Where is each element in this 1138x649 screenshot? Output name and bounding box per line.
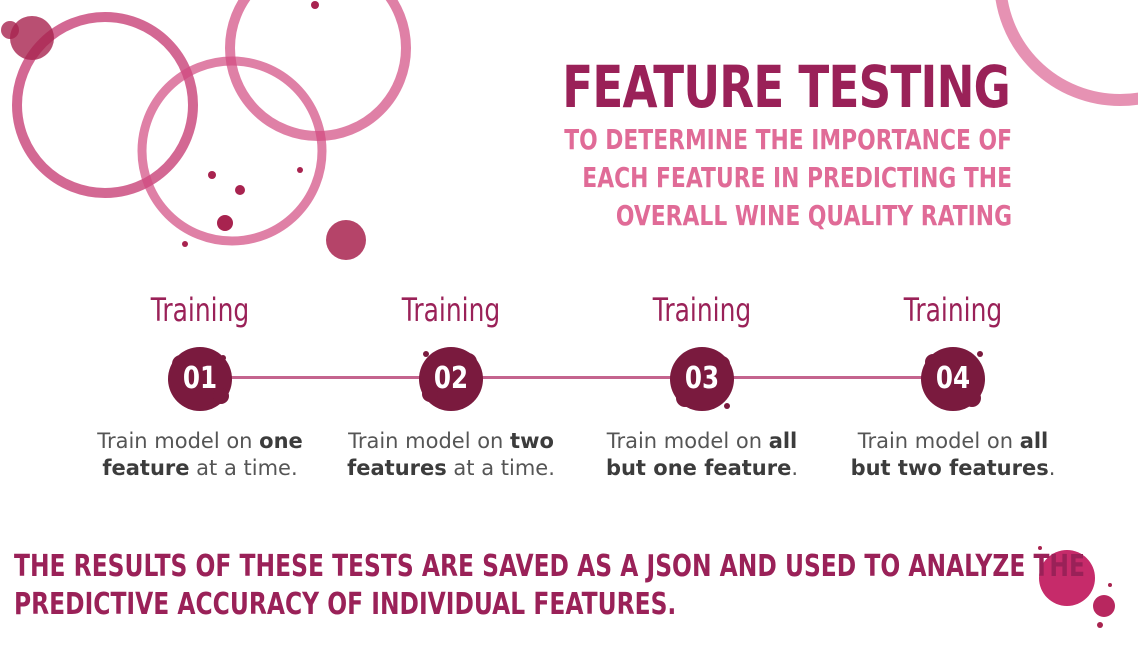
step-description: Train model on all but one feature.	[605, 429, 799, 480]
wine-drop	[182, 241, 188, 247]
step-3: Training 03 Train model on all but one f…	[582, 290, 822, 482]
timeline-line	[200, 376, 954, 379]
wine-ring	[995, 0, 1138, 106]
wine-drop	[311, 1, 319, 9]
step-number: 04	[935, 361, 971, 396]
footer-line: THE RESULTS OF THESE TESTS ARE SAVED AS …	[14, 549, 1086, 584]
wine-drop	[1038, 546, 1042, 550]
wine-drop	[217, 215, 233, 231]
step-label: Training	[401, 291, 501, 329]
wine-drop	[1097, 622, 1103, 628]
subtitle-line: TO DETERMINE THE IMPORTANCE OF	[564, 123, 1012, 156]
step-number: 02	[433, 361, 469, 396]
wine-drop	[297, 167, 303, 173]
step-label: Training	[150, 291, 250, 329]
wine-drop	[326, 220, 366, 260]
footer-line: PREDICTIVE ACCURACY OF INDIVIDUAL FEATUR…	[14, 587, 677, 622]
step-number-badge: 04	[918, 344, 988, 414]
step-label: Training	[652, 291, 752, 329]
wine-drop	[1039, 550, 1095, 606]
wine-ring	[137, 56, 327, 246]
step-description: Train model on all but two features.	[850, 429, 1056, 480]
subtitle-line: EACH FEATURE IN PREDICTING THE	[582, 161, 1012, 194]
subtitle-line: OVERALL WINE QUALITY RATING	[615, 199, 1012, 232]
wine-drop	[1, 21, 19, 39]
step-number: 03	[684, 361, 720, 396]
step-description: Train model on one feature at a time.	[97, 429, 303, 480]
page-title: FEATURE TESTING	[562, 53, 1011, 121]
wine-drop	[1093, 595, 1115, 617]
wine-drop	[10, 16, 54, 60]
step-number-badge: 01	[165, 344, 235, 414]
wine-drop	[208, 171, 216, 179]
step-2: Training 02 Train model on two features …	[331, 290, 571, 482]
wine-ring	[12, 12, 198, 198]
step-label: Training	[903, 291, 1003, 329]
wine-blob-icon	[921, 347, 985, 411]
wine-blob-icon	[419, 347, 483, 411]
step-4: Training 04 Train model on all but two f…	[833, 290, 1073, 482]
wine-ring	[225, 0, 411, 141]
step-1: Training 01 Train model on one feature a…	[80, 290, 320, 482]
step-number-badge: 02	[416, 344, 486, 414]
subtitle: TO DETERMINE THE IMPORTANCE OF EACH FEAT…	[412, 121, 1012, 235]
wine-blob-icon	[670, 347, 734, 411]
footer-note: THE RESULTS OF THESE TESTS ARE SAVED AS …	[14, 548, 1138, 624]
step-number-badge: 03	[667, 344, 737, 414]
step-number: 01	[182, 361, 218, 396]
wine-drop	[1108, 583, 1112, 587]
wine-drop	[235, 185, 245, 195]
step-description: Train model on two features at a time.	[347, 429, 555, 480]
wine-blob-icon	[168, 347, 232, 411]
